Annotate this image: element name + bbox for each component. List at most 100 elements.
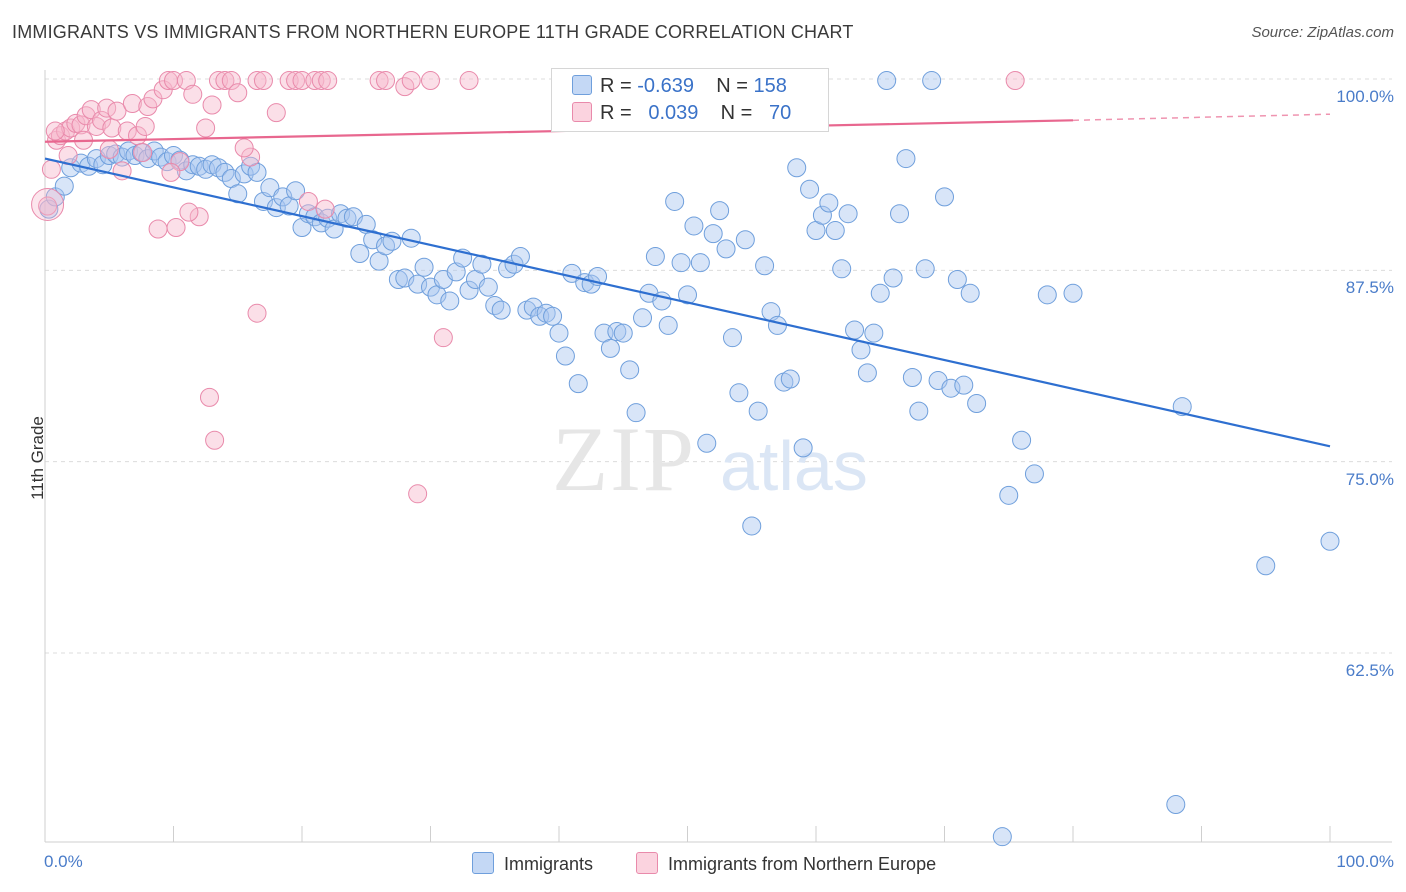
- point-immigrants: [607, 322, 627, 342]
- trend-lines: [44, 113, 1331, 448]
- point-immigrants: [954, 375, 974, 395]
- legend-label-immigrants: Immigrants: [504, 854, 594, 874]
- point-northern-europe: [421, 71, 440, 91]
- point-northern-europe: [459, 71, 479, 91]
- point-northern-europe: [41, 159, 61, 179]
- point-immigrants: [992, 827, 1012, 847]
- legend-swatch-immigrants: [472, 852, 494, 874]
- point-immigrants: [658, 315, 678, 335]
- point-northern-europe: [241, 147, 261, 167]
- point-immigrants: [620, 360, 640, 380]
- point-immigrants: [902, 367, 922, 387]
- point-immigrants: [864, 323, 884, 343]
- watermark-atlas: atlas: [720, 427, 868, 505]
- y-tick-label: 62.5%: [1345, 661, 1394, 680]
- point-northern-europe: [45, 121, 65, 141]
- point-northern-europe: [199, 387, 219, 407]
- point-immigrants: [1037, 285, 1057, 305]
- point-immigrants: [543, 306, 563, 326]
- y-tick-label: 87.5%: [1345, 278, 1394, 298]
- chart-title: IMMIGRANTS VS IMMIGRANTS FROM NORTHERN E…: [12, 22, 854, 42]
- point-immigrants: [633, 308, 653, 328]
- point-immigrants: [678, 285, 697, 305]
- point-immigrants: [491, 300, 511, 320]
- point-northern-europe: [298, 191, 318, 211]
- point-northern-europe: [401, 71, 421, 91]
- point-immigrants: [780, 369, 800, 389]
- n-value: 158: [753, 75, 787, 97]
- r-value: 0.039: [648, 102, 699, 124]
- point-immigrants: [703, 224, 723, 244]
- x-tick-label: 0.0%: [44, 852, 83, 871]
- point-northern-europe: [253, 71, 273, 91]
- point-northern-europe: [71, 115, 91, 135]
- legend-item-northern-europe[interactable]: Immigrants from Northern Europe: [636, 852, 936, 875]
- axes: [44, 70, 1392, 843]
- point-immigrants: [568, 374, 588, 394]
- point-northern-europe: [31, 188, 65, 222]
- point-northern-europe: [189, 207, 209, 227]
- point-immigrants: [472, 254, 492, 274]
- point-immigrants: [857, 363, 877, 383]
- point-northern-europe: [202, 95, 222, 115]
- point-immigrants: [812, 205, 832, 225]
- point-northern-europe: [107, 101, 127, 121]
- point-northern-europe: [205, 430, 225, 450]
- point-immigrants: [1012, 430, 1032, 450]
- point-immigrants: [626, 403, 646, 423]
- point-immigrants: [909, 401, 929, 421]
- point-immigrants: [748, 401, 768, 421]
- point-immigrants: [273, 187, 293, 207]
- point-northern-europe: [234, 138, 254, 158]
- point-immigrants: [883, 268, 903, 288]
- source-label: Source: ZipAtlas.com: [1251, 24, 1394, 41]
- point-immigrants: [735, 230, 755, 250]
- n-value: 70: [769, 102, 792, 124]
- point-immigrants: [549, 323, 569, 343]
- point-immigrants: [960, 283, 980, 303]
- point-northern-europe: [102, 118, 122, 138]
- point-immigrants: [478, 277, 498, 297]
- trend-line-extension: [1072, 113, 1331, 122]
- point-immigrants: [787, 158, 807, 178]
- point-immigrants: [729, 383, 749, 403]
- watermark: ZIP atlas: [552, 408, 868, 510]
- point-immigrants: [286, 181, 306, 201]
- point-immigrants: [1024, 464, 1044, 484]
- point-immigrants: [877, 71, 897, 91]
- point-immigrants: [613, 323, 633, 343]
- point-immigrants: [1063, 283, 1083, 303]
- point-immigrants: [414, 257, 434, 277]
- point-immigrants: [710, 201, 730, 221]
- legend-swatch-northern-europe: [572, 102, 592, 122]
- point-immigrants: [260, 178, 280, 198]
- legend-row-northern-europe: R = 0.039 N = 70: [572, 102, 791, 125]
- point-northern-europe: [92, 110, 112, 130]
- point-immigrants: [922, 71, 942, 91]
- point-northern-europe: [148, 219, 168, 239]
- r-label: R =: [600, 75, 632, 97]
- legend-item-immigrants[interactable]: Immigrants: [472, 852, 593, 875]
- point-immigrants: [793, 438, 813, 458]
- point-immigrants: [408, 274, 428, 294]
- x-tick-label: 100.0%: [1336, 852, 1394, 871]
- point-northern-europe: [1005, 71, 1025, 91]
- point-immigrants: [767, 315, 787, 335]
- point-immigrants: [722, 328, 742, 348]
- point-immigrants: [645, 247, 665, 267]
- point-northern-europe: [166, 217, 186, 237]
- point-northern-europe: [179, 202, 199, 222]
- point-immigrants: [350, 243, 370, 263]
- point-northern-europe: [99, 139, 119, 159]
- point-immigrants: [440, 291, 460, 311]
- point-northern-europe: [122, 93, 142, 113]
- point-immigrants: [395, 268, 415, 288]
- legend-swatch-immigrants: [572, 75, 592, 95]
- point-northern-europe: [133, 142, 153, 162]
- point-northern-europe: [183, 84, 203, 104]
- legend-label-northern-europe: Immigrants from Northern Europe: [668, 854, 937, 874]
- point-immigrants: [947, 270, 967, 290]
- point-northern-europe: [315, 199, 335, 219]
- point-immigrants: [896, 149, 916, 169]
- y-tick-label: 75.0%: [1345, 469, 1394, 489]
